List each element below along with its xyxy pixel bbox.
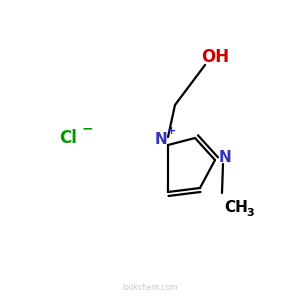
Text: OH: OH [201, 48, 229, 66]
Text: N: N [219, 151, 231, 166]
Text: +: + [167, 126, 176, 136]
Text: N: N [154, 131, 167, 146]
Text: lookchem.com: lookchem.com [122, 284, 178, 292]
Text: Cl: Cl [59, 129, 77, 147]
Text: 3: 3 [246, 208, 253, 218]
Text: CH: CH [224, 200, 248, 214]
Text: −: − [81, 121, 93, 135]
